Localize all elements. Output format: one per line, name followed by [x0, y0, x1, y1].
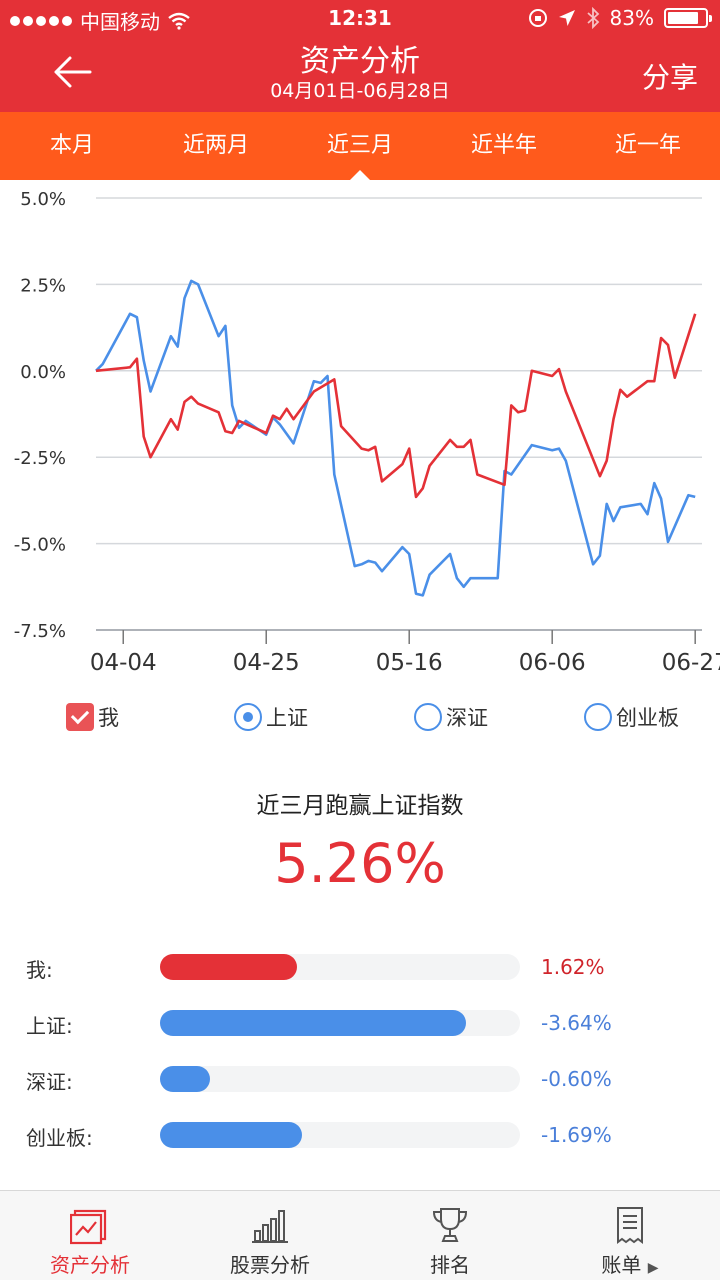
- return-line-chart: 5.0% 2.5% 0.0% -2.5% -5.0% -7.5% 04-04 04-25 05-…: [0, 180, 720, 690]
- bar-value: 1.62%: [541, 955, 605, 979]
- bar-fill: [160, 954, 297, 980]
- chart-legend: 我 上证 深证 创业板: [0, 702, 720, 736]
- radio-icon[interactable]: [584, 703, 612, 731]
- bar-fill: [160, 1122, 303, 1148]
- radio-selected-icon[interactable]: [234, 703, 262, 731]
- battery-percent: 83%: [609, 6, 654, 30]
- tab-label: 资产分析: [50, 1253, 130, 1277]
- status-time: 12:31: [328, 6, 392, 30]
- x-tick-label: 04-04: [90, 650, 157, 676]
- checkbox-icon[interactable]: [66, 703, 94, 731]
- tab-two-months[interactable]: 近两月: [182, 133, 249, 158]
- y-tick-label: -2.5%: [14, 448, 66, 469]
- legend-item-chinext[interactable]: 创业板: [584, 702, 679, 732]
- tab-ranking[interactable]: 排名: [360, 1191, 540, 1280]
- bar-row-me: 我: 1.62%: [0, 952, 720, 982]
- x-tick-label: 06-27: [662, 650, 720, 676]
- bar-chart-icon: [252, 1210, 288, 1243]
- tab-stock-analysis[interactable]: 股票分析: [180, 1191, 360, 1280]
- y-tick-label: -7.5%: [14, 621, 66, 642]
- bottom-tab-bar: 资产分析 股票分析 排名 账单 ▶: [0, 1190, 720, 1280]
- tab-label: 股票分析: [230, 1253, 310, 1277]
- bluetooth-icon: [586, 7, 599, 29]
- tab-label: 排名: [430, 1253, 470, 1277]
- legend-item-shanghai[interactable]: 上证: [234, 702, 308, 732]
- bar-track: [160, 1010, 520, 1036]
- bar-track: [160, 1066, 520, 1092]
- chart-svg: 5.0% 2.5% 0.0% -2.5% -5.0% -7.5% 04-04 04-25 05-…: [14, 189, 720, 676]
- bar-label: 上证:: [26, 1014, 73, 1038]
- wifi-icon: [168, 12, 190, 30]
- bar-value: -0.60%: [541, 1067, 612, 1091]
- status-right: 83%: [528, 6, 712, 30]
- series-line: [95, 279, 696, 597]
- rotation-lock-icon: [528, 9, 547, 27]
- x-tick-label: 06-06: [519, 650, 586, 676]
- carrier-name: 中国移动: [80, 10, 160, 34]
- trophy-icon: [432, 1208, 468, 1242]
- y-tick-label: -5.0%: [14, 535, 66, 556]
- bill-icon: [617, 1207, 643, 1244]
- tab-asset-analysis[interactable]: 资产分析: [0, 1191, 180, 1280]
- bar-fill: [160, 1066, 211, 1092]
- date-range: 04月01日-06月28日: [270, 80, 450, 102]
- y-tick-label: 2.5%: [20, 275, 66, 296]
- comparison-value: 5.26%: [274, 832, 446, 895]
- legend-item-shenzhen[interactable]: 深证: [414, 702, 488, 732]
- battery-icon: [664, 8, 712, 28]
- tab-one-year[interactable]: 近一年: [614, 133, 681, 158]
- bar-track: [160, 1122, 520, 1148]
- series-line: [95, 313, 697, 499]
- bar-label: 我:: [26, 958, 53, 982]
- period-tabs: 本月 近两月 近三月 近半年 近一年: [0, 112, 720, 180]
- tab-three-months[interactable]: 近三月: [288, 112, 432, 180]
- back-arrow-icon[interactable]: [50, 50, 94, 94]
- legend-label: 创业板: [616, 706, 679, 730]
- tab-this-month[interactable]: 本月: [49, 133, 94, 158]
- status-bar: 中国移动 12:31 83%: [0, 0, 720, 36]
- legend-label: 我: [98, 706, 119, 730]
- bar-track: [160, 954, 520, 980]
- tab-label: 账单 ▶: [540, 1249, 720, 1278]
- bar-row-chinext: 创业板: -1.69%: [0, 1120, 720, 1150]
- bar-fill: [160, 1010, 466, 1036]
- x-tick-label: 05-16: [376, 650, 443, 676]
- y-tick-label: 5.0%: [20, 189, 66, 210]
- nav-bar: 资产分析 04月01日-06月28日 分享: [0, 36, 720, 112]
- legend-label: 深证: [446, 706, 488, 730]
- share-button[interactable]: 分享: [641, 61, 698, 94]
- legend-item-me[interactable]: 我: [66, 702, 119, 732]
- tab-half-year[interactable]: 近半年: [470, 133, 537, 158]
- tab-bill[interactable]: 账单 ▶: [540, 1191, 720, 1280]
- carrier-area: 中国移动: [10, 6, 190, 35]
- page-title: 资产分析: [300, 44, 420, 79]
- bar-row-shenzhen: 深证: -0.60%: [0, 1064, 720, 1094]
- bar-row-shanghai: 上证: -3.64%: [0, 1008, 720, 1038]
- asset-analysis-icon: [70, 1209, 107, 1245]
- comparison-title: 近三月跑赢上证指数: [256, 793, 464, 819]
- tab-label-text: 账单: [601, 1253, 642, 1277]
- radio-icon[interactable]: [414, 703, 442, 731]
- bar-value: -1.69%: [541, 1123, 612, 1147]
- play-triangle-icon: ▶: [647, 1260, 659, 1276]
- legend-label: 上证: [266, 706, 308, 730]
- bar-label: 深证:: [26, 1070, 73, 1094]
- signal-strength-icon: [10, 15, 72, 26]
- bar-value: -3.64%: [541, 1011, 612, 1035]
- y-tick-label: 0.0%: [20, 362, 66, 383]
- location-arrow-icon: [558, 10, 575, 26]
- x-tick-label: 04-25: [233, 650, 300, 676]
- bar-label: 创业板:: [26, 1126, 93, 1150]
